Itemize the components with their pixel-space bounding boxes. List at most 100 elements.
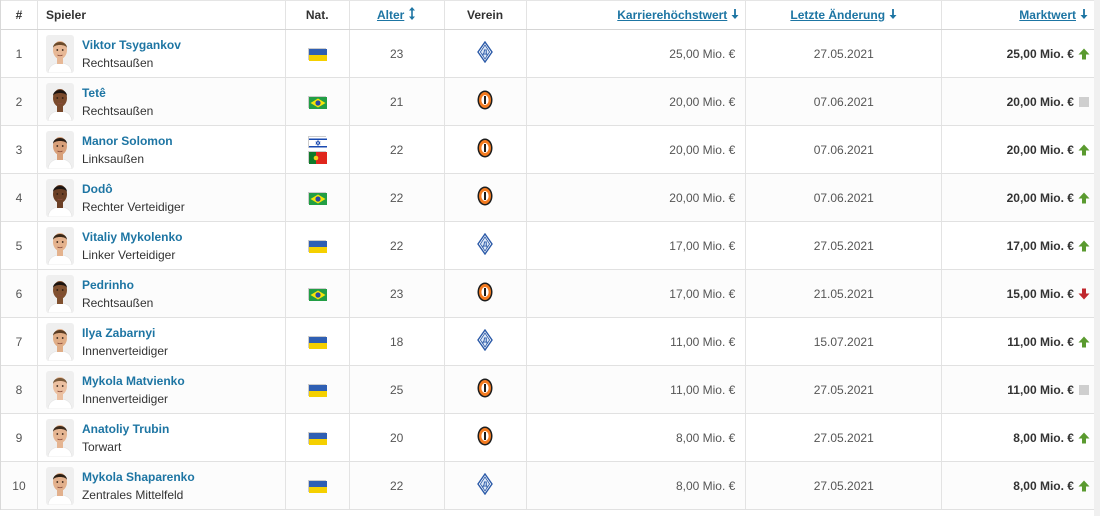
market-value-cell: 11,00 Mio. € bbox=[942, 318, 1094, 365]
trend-up-icon bbox=[1078, 192, 1090, 204]
market-value[interactable]: 11,00 Mio. € bbox=[1007, 382, 1074, 397]
player-position: Torwart bbox=[81, 439, 122, 454]
player-info: Anatoliy Trubin Torwart bbox=[82, 422, 169, 454]
row-number: 6 bbox=[1, 270, 38, 317]
player-name-link[interactable]: Anatoliy Trubin bbox=[81, 421, 170, 436]
last-change-cell: 15.07.2021 bbox=[746, 318, 943, 365]
table-row: 2 Tetê Rechtsaußen 21 20,00 Mio. €07.06.2021… bbox=[1, 78, 1094, 126]
player-name-link[interactable]: Ilya Zabarnyi bbox=[81, 325, 156, 340]
table-row: 4 Dodô Rechter Verteidiger 22 20,00 Mio. €07… bbox=[1, 174, 1094, 222]
player-info: Viktor Tsygankov Rechtsaußen bbox=[82, 38, 181, 70]
scrollbar[interactable] bbox=[1094, 0, 1100, 516]
header-number: # bbox=[1, 1, 38, 29]
flag-ukraine-icon bbox=[308, 239, 328, 253]
market-value[interactable]: 20,00 Mio. € bbox=[1006, 94, 1074, 109]
player-cell: Mykola Shaparenko Zentrales Mittelfeld bbox=[38, 462, 286, 509]
club-shakhtar-donetsk-icon[interactable] bbox=[476, 185, 494, 210]
table-row: 5 Vitaliy Mykolenko Linker Verteidiger 22 Д 1… bbox=[1, 222, 1094, 270]
player-position: Rechtsaußen bbox=[81, 55, 154, 70]
player-name-link[interactable]: Vitaliy Mykolenko bbox=[81, 229, 183, 244]
peak-value-cell: 20,00 Mio. € bbox=[527, 78, 747, 125]
player-name-link[interactable]: Manor Solomon bbox=[81, 133, 173, 148]
club-cell bbox=[445, 366, 527, 413]
player-photo[interactable] bbox=[45, 466, 74, 505]
player-cell: Viktor Tsygankov Rechtsaußen bbox=[38, 30, 286, 77]
market-value-cell: 25,00 Mio. € bbox=[942, 30, 1094, 77]
player-name-link[interactable]: Viktor Tsygankov bbox=[81, 37, 181, 52]
club-shakhtar-donetsk-icon[interactable] bbox=[476, 377, 494, 402]
flag-brazil-icon bbox=[308, 191, 328, 205]
header-age-sort[interactable]: Alter bbox=[350, 1, 445, 29]
player-cell: Dodô Rechter Verteidiger bbox=[38, 174, 286, 221]
row-number: 8 bbox=[1, 366, 38, 413]
player-name-link[interactable]: Dodô bbox=[81, 181, 113, 196]
trend-same-icon bbox=[1078, 384, 1090, 396]
table-header: # Spieler Nat. Alter Verein Karrierehöch… bbox=[1, 0, 1094, 30]
club-dynamo-kyiv-icon[interactable]: Д bbox=[477, 40, 493, 66]
header-date-label: Letzte Änderung bbox=[790, 8, 886, 22]
trend-up-icon bbox=[1078, 432, 1090, 444]
club-cell: Д bbox=[445, 318, 527, 365]
sort-both-icon bbox=[408, 7, 416, 23]
club-shakhtar-donetsk-icon[interactable] bbox=[476, 281, 494, 306]
player-name-link[interactable]: Pedrinho bbox=[81, 277, 134, 292]
header-date-sort[interactable]: Letzte Änderung bbox=[746, 1, 943, 29]
player-position: Linker Verteidiger bbox=[81, 247, 176, 262]
player-name-link[interactable]: Mykola Shaparenko bbox=[81, 469, 195, 484]
trend-same-icon bbox=[1078, 96, 1090, 108]
last-change-cell: 27.05.2021 bbox=[746, 366, 943, 413]
player-photo[interactable] bbox=[45, 274, 74, 313]
club-dynamo-kyiv-icon[interactable]: Д bbox=[477, 232, 493, 258]
flag-ukraine-icon bbox=[308, 479, 328, 493]
header-market-value-sort[interactable]: Marktwert bbox=[942, 1, 1094, 29]
player-photo[interactable] bbox=[45, 370, 74, 409]
club-cell bbox=[445, 270, 527, 317]
market-value[interactable]: 8,00 Mio. € bbox=[1013, 430, 1074, 445]
player-position: Innenverteidiger bbox=[81, 343, 169, 358]
peak-value-cell: 8,00 Mio. € bbox=[527, 414, 747, 461]
table-row: 6 Pedrinho Rechtsaußen 23 17,00 Mio. €21.05.… bbox=[1, 270, 1094, 318]
market-value[interactable]: 11,00 Mio. € bbox=[1007, 334, 1074, 349]
table-body: 1 Viktor Tsygankov Rechtsaußen 23 Д 25,00 Mio… bbox=[1, 30, 1094, 510]
club-shakhtar-donetsk-icon[interactable] bbox=[476, 89, 494, 114]
player-photo[interactable] bbox=[45, 418, 74, 457]
row-number: 9 bbox=[1, 414, 38, 461]
flag-ukraine-icon bbox=[308, 383, 328, 397]
player-info: Ilya Zabarnyi Innenverteidiger bbox=[82, 326, 168, 358]
nationality-cell bbox=[286, 366, 350, 413]
player-name-link[interactable]: Mykola Matvienko bbox=[81, 373, 185, 388]
market-value[interactable]: 8,00 Mio. € bbox=[1013, 478, 1074, 493]
age-cell: 23 bbox=[350, 270, 445, 317]
club-cell bbox=[445, 414, 527, 461]
trend-up-icon bbox=[1078, 48, 1090, 60]
market-value-cell: 20,00 Mio. € bbox=[942, 78, 1094, 125]
player-photo[interactable] bbox=[45, 130, 74, 169]
header-age-label: Alter bbox=[376, 8, 405, 22]
player-photo[interactable] bbox=[45, 226, 74, 265]
age-cell: 25 bbox=[350, 366, 445, 413]
row-number: 7 bbox=[1, 318, 38, 365]
header-player: Spieler bbox=[38, 1, 286, 29]
market-value[interactable]: 25,00 Mio. € bbox=[1006, 46, 1074, 61]
last-change-cell: 07.06.2021 bbox=[746, 78, 943, 125]
club-shakhtar-donetsk-icon[interactable] bbox=[476, 137, 494, 162]
player-name-link[interactable]: Tetê bbox=[81, 85, 106, 100]
market-value[interactable]: 20,00 Mio. € bbox=[1006, 190, 1074, 205]
peak-value-cell: 17,00 Mio. € bbox=[527, 222, 747, 269]
club-dynamo-kyiv-icon[interactable]: Д bbox=[477, 328, 493, 354]
market-value[interactable]: 15,00 Mio. € bbox=[1006, 286, 1074, 301]
player-cell: Vitaliy Mykolenko Linker Verteidiger bbox=[38, 222, 286, 269]
player-photo[interactable] bbox=[45, 34, 74, 73]
market-value-cell: 15,00 Mio. € bbox=[942, 270, 1094, 317]
club-dynamo-kyiv-icon[interactable]: Д bbox=[477, 472, 493, 498]
club-shakhtar-donetsk-icon[interactable] bbox=[476, 425, 494, 450]
header-peak-sort[interactable]: Karrierehöchstwert bbox=[527, 1, 747, 29]
market-value[interactable]: 20,00 Mio. € bbox=[1006, 142, 1074, 157]
player-photo[interactable] bbox=[45, 178, 74, 217]
player-photo[interactable] bbox=[45, 322, 74, 361]
player-info: Mykola Shaparenko Zentrales Mittelfeld bbox=[82, 470, 195, 502]
market-value[interactable]: 17,00 Mio. € bbox=[1006, 238, 1074, 253]
last-change-cell: 21.05.2021 bbox=[746, 270, 943, 317]
player-photo[interactable] bbox=[45, 82, 74, 121]
